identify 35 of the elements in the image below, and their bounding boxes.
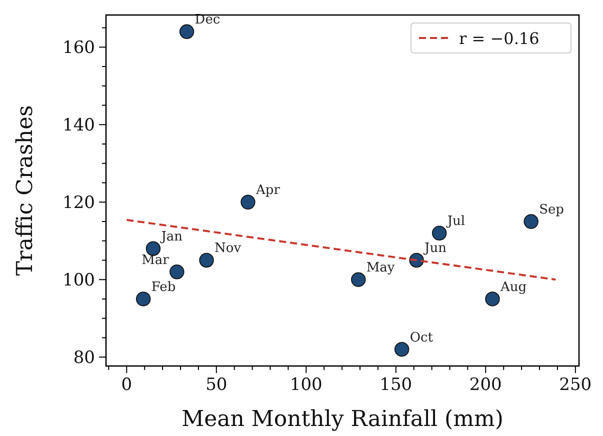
x-axis-title: Mean Monthly Rainfall (mm) xyxy=(182,407,504,432)
point xyxy=(199,252,214,268)
annotation: Aug xyxy=(499,280,527,295)
point xyxy=(240,194,256,210)
point xyxy=(432,226,447,240)
annotation: Feb xyxy=(151,280,176,295)
point xyxy=(136,292,151,306)
annotation: Mar xyxy=(142,252,170,268)
point xyxy=(394,342,410,357)
annotation: Sep xyxy=(539,202,564,218)
annotation: Oct xyxy=(410,330,434,346)
point xyxy=(351,272,366,287)
point xyxy=(179,24,194,40)
annotation: Jan xyxy=(159,230,184,245)
x-tick-label: 150 xyxy=(380,375,412,395)
point xyxy=(524,214,538,229)
annotation: May xyxy=(366,260,396,276)
x-tick-label: 50 xyxy=(206,375,228,395)
y-tick-label: 140 xyxy=(62,116,95,136)
x-tick-label: 250 xyxy=(559,375,592,395)
y-tick-label: 160 xyxy=(62,38,95,58)
x-tick-label: 0 xyxy=(121,375,132,395)
annotation: Jul xyxy=(445,214,466,230)
annotation: Apr xyxy=(254,183,281,198)
x-tick-label: 100 xyxy=(290,375,322,395)
y-tick-label: 100 xyxy=(62,270,95,291)
point xyxy=(485,292,500,306)
y-tick-label: 120 xyxy=(62,193,95,214)
point xyxy=(170,264,184,280)
annotation: Nov xyxy=(214,241,242,256)
annotation: Jun xyxy=(422,241,448,256)
y-axis-title: Traffic Crashes xyxy=(13,105,38,276)
legend-label: r = −0.16 xyxy=(459,29,540,48)
x-tick-label: 200 xyxy=(469,375,502,395)
y-tick-label: 80 xyxy=(73,348,95,368)
